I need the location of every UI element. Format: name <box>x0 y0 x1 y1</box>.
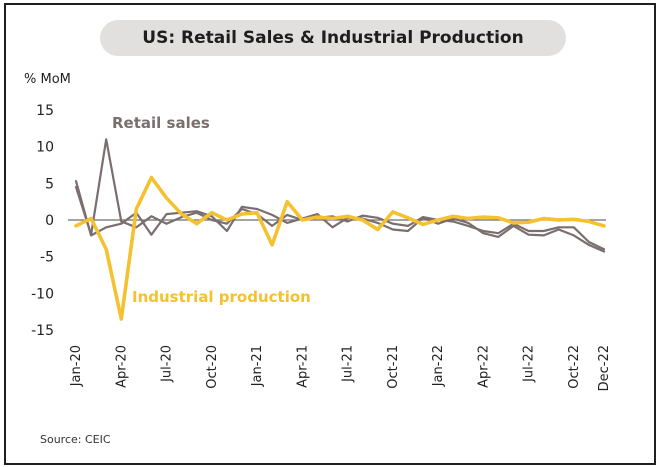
chart-title-text: US: Retail Sales & Industrial Production <box>142 28 524 48</box>
x-tick-label: Jan-20 <box>69 345 84 387</box>
y-tick-label: -5 <box>40 250 54 266</box>
series-line-0 <box>74 180 606 253</box>
industrial-production-annotation: Industrial production <box>132 288 311 306</box>
industrial-production-line <box>74 175 606 321</box>
x-tick-label: Oct-20 <box>205 345 220 389</box>
x-tick-label: Jul-21 <box>341 345 356 383</box>
chart-title: US: Retail Sales & Industrial Production <box>100 20 566 56</box>
x-tick-label: Apr-20 <box>114 345 129 388</box>
x-tick-label: Oct-21 <box>386 345 401 389</box>
x-tick-label: Jan-22 <box>431 345 446 387</box>
source-note: Source: CEIC <box>40 433 111 446</box>
retail-sales-annotation: Retail sales <box>112 114 210 132</box>
y-tick-label: 10 <box>36 140 54 156</box>
x-tick-label: Dec-22 <box>597 345 612 391</box>
y-tick-label: -15 <box>31 323 54 339</box>
y-axis-unit-label: % MoM <box>24 72 71 87</box>
y-tick-label: -10 <box>31 286 54 302</box>
x-tick-label: Jan-21 <box>250 345 265 387</box>
x-tick-label: Jul-20 <box>160 345 175 383</box>
x-tick-label: Apr-21 <box>295 345 310 388</box>
x-tick-label: Apr-22 <box>476 345 491 388</box>
x-tick-label: Oct-22 <box>567 345 582 389</box>
y-tick-label: 15 <box>36 103 54 119</box>
y-tick-label: 0 <box>45 213 54 229</box>
y-tick-label: 5 <box>45 176 54 192</box>
x-tick-label: Jul-22 <box>522 345 537 383</box>
